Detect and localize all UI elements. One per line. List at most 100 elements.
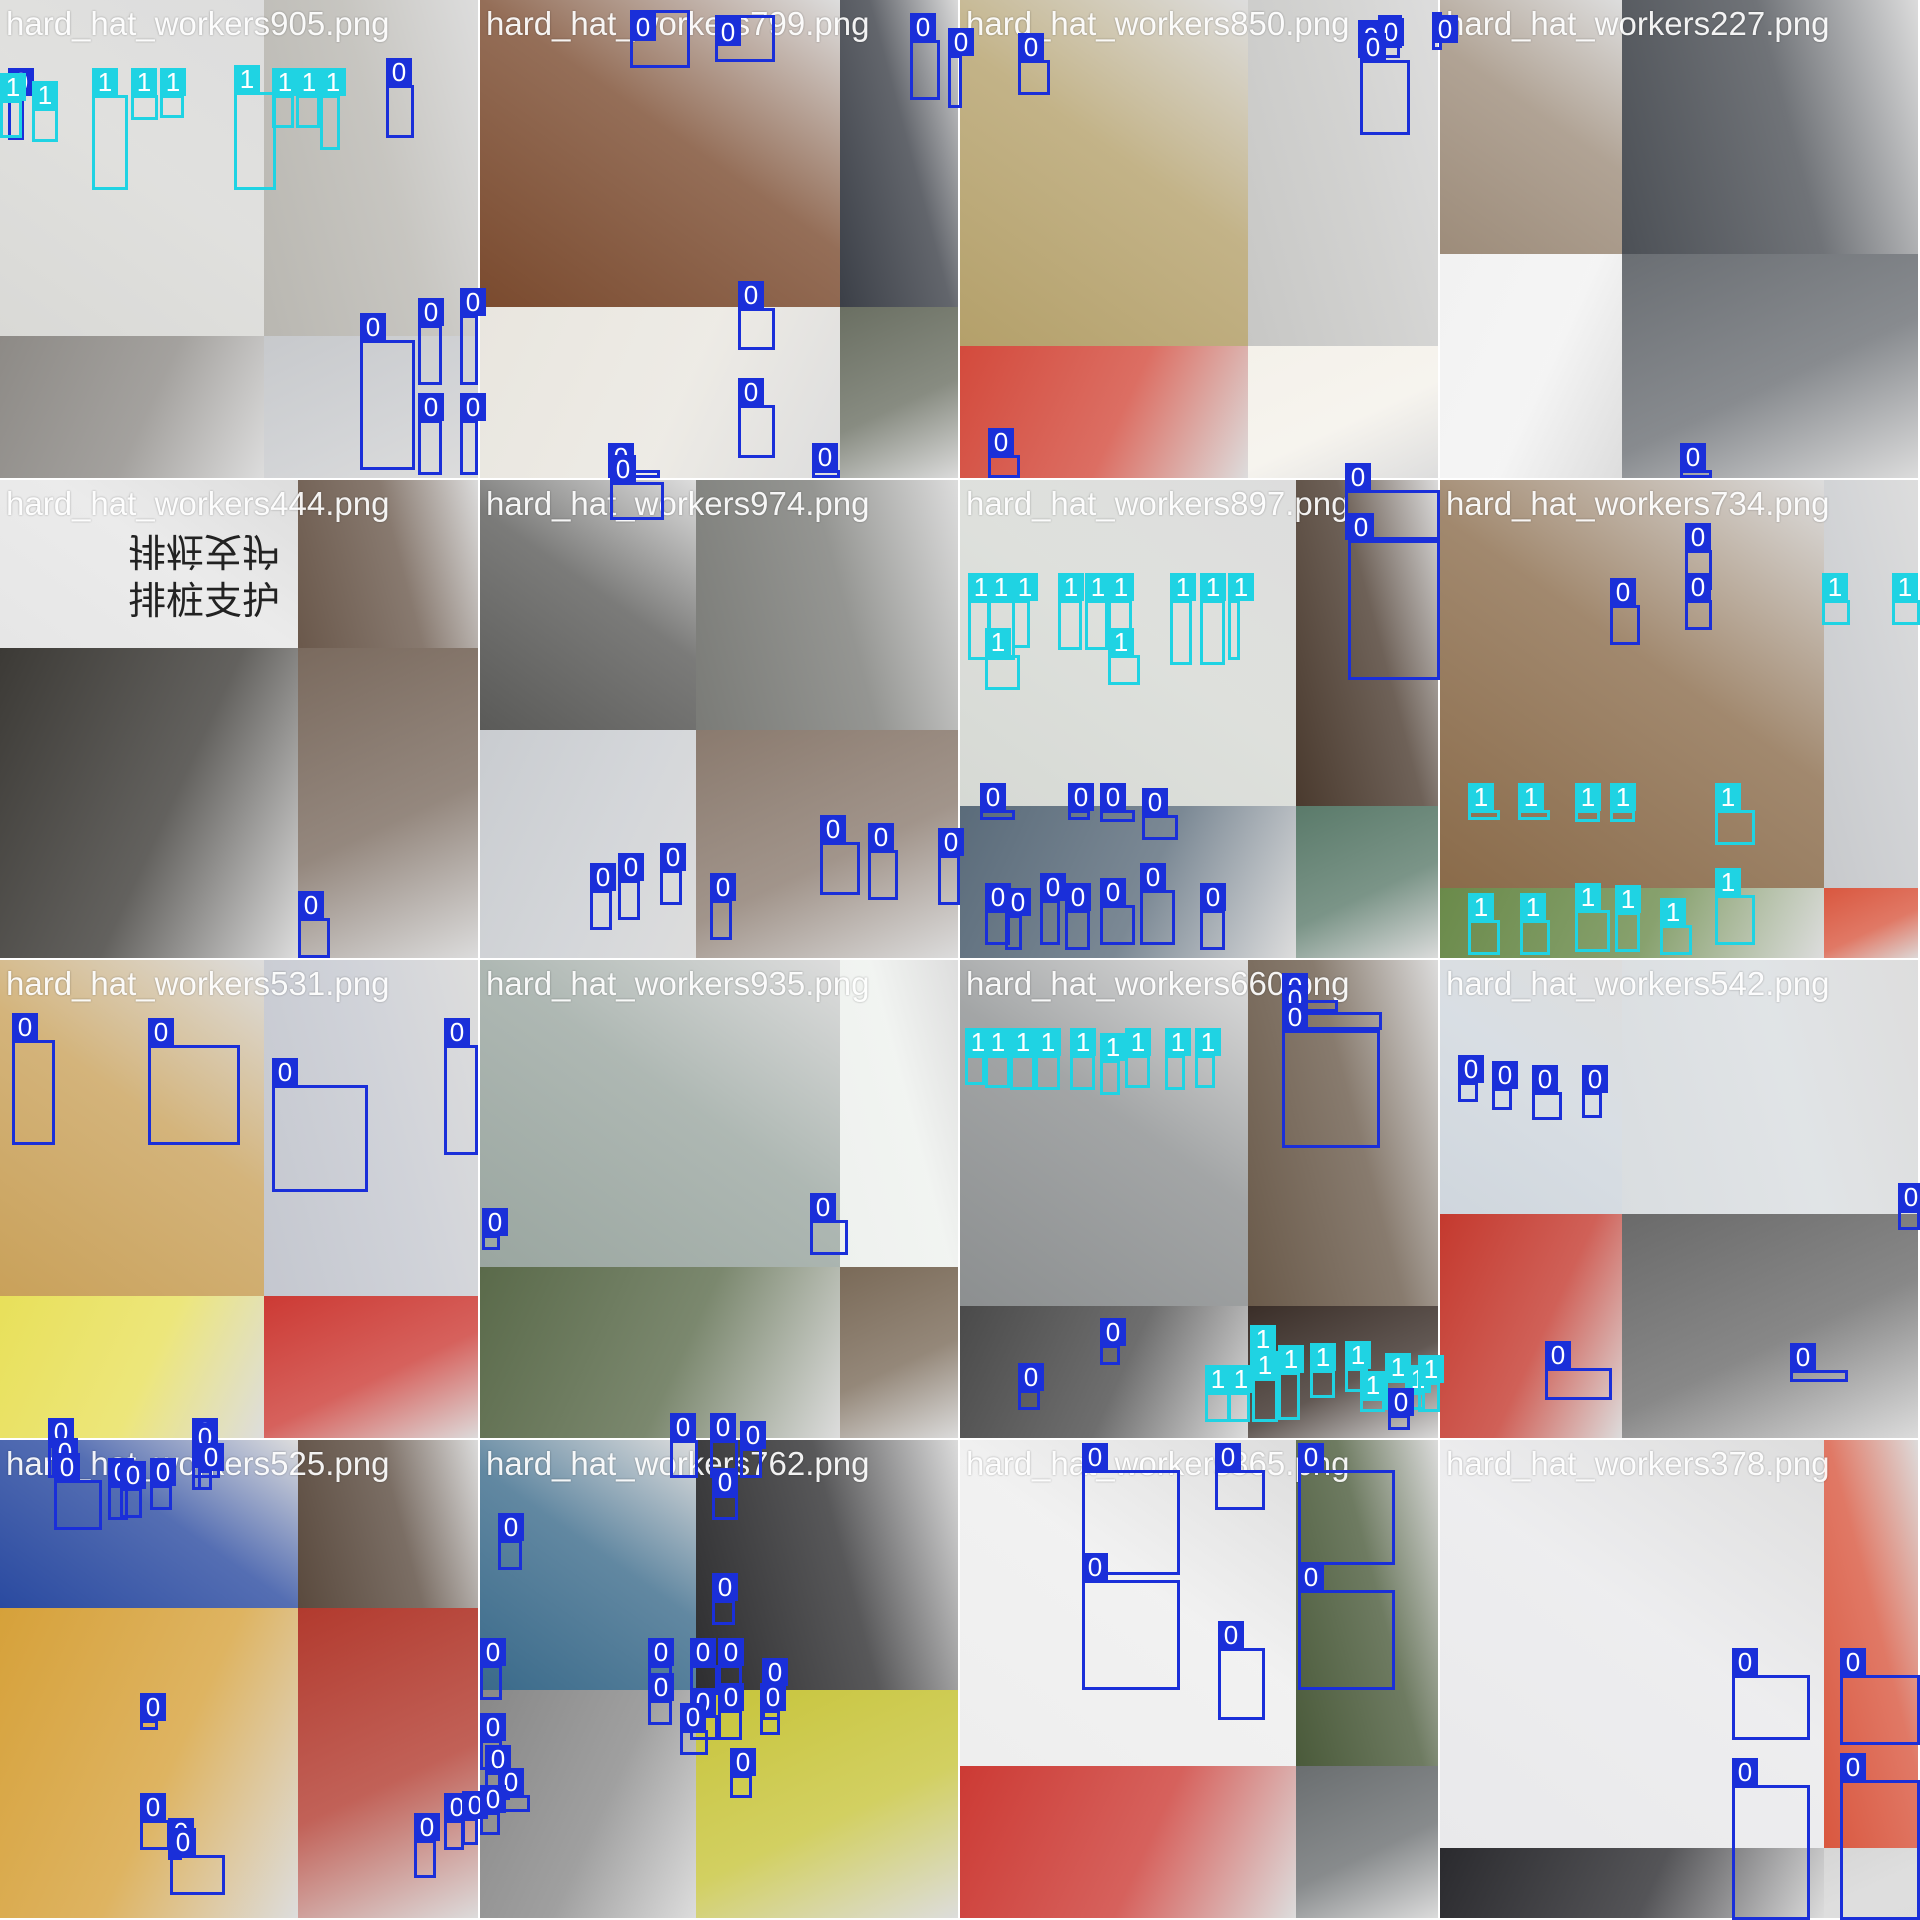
bbox-class-0: 0 [150, 1458, 176, 1510]
bbox-class-label: 0 [715, 18, 741, 46]
mosaic-tile: hard_hat_workers897.png [960, 480, 1440, 960]
bbox-class-0: 0 [272, 1058, 368, 1192]
bbox-class-label: 0 [418, 393, 444, 421]
bbox-class-label: 0 [1685, 523, 1711, 551]
bbox-class-label: 1 [1345, 1341, 1371, 1369]
bbox-class-label: 0 [690, 1638, 716, 1666]
bbox-class-label: 0 [148, 1018, 174, 1046]
bbox-class-1: 1 [1715, 783, 1755, 845]
photo-region [840, 307, 958, 478]
bbox-class-1: 1 [32, 81, 58, 142]
mosaic-tile: hard_hat_workers542.png [1440, 960, 1920, 1440]
bbox-class-1: 1 [1615, 885, 1641, 952]
bbox-class-label: 0 [444, 1018, 470, 1046]
bbox-class-0: 0 [1432, 12, 1458, 50]
bbox-class-1: 1 [1575, 783, 1601, 822]
bbox-class-1: 1 [1360, 1371, 1386, 1412]
photo-region [1296, 1766, 1438, 1918]
bbox-class-label: 1 [1310, 1343, 1336, 1371]
bbox-class-label: 0 [1215, 1443, 1241, 1471]
bbox-class-0: 0 [618, 853, 644, 920]
bbox-class-label: 1 [1468, 783, 1494, 811]
bbox-class-label: 0 [170, 1828, 196, 1856]
bbox-class-0: 0 [1732, 1648, 1810, 1740]
photo-region [1440, 0, 1623, 255]
bbox-class-label: 1 [1520, 893, 1546, 921]
bbox-class-0: 0 [1298, 1563, 1395, 1690]
bbox-class-label: 1 [1058, 573, 1084, 601]
photo-region [696, 480, 958, 730]
bbox-class-label: 1 [1165, 1028, 1191, 1056]
bbox-class-label: 1 [32, 81, 58, 109]
bbox-class-0: 0 [120, 1461, 146, 1518]
mosaic-tile: hard_hat_workers525.png [0, 1440, 480, 1920]
photo-region [0, 960, 264, 1296]
photo-region [1824, 888, 1918, 958]
photo-region [960, 960, 1248, 1306]
bbox-class-0: 0 [1532, 1065, 1562, 1120]
photo-region [1622, 960, 1918, 1215]
bbox-class-label: 1 [1252, 1351, 1278, 1379]
bbox-class-0: 0 [54, 1453, 102, 1530]
bbox-class-label: 1 [1228, 1365, 1254, 1393]
bbox-class-label: 1 [985, 1028, 1011, 1056]
mosaic-tile: hard_hat_workers660.png [960, 960, 1440, 1440]
bbox-class-label: 0 [1432, 15, 1458, 43]
bbox-class-0: 0 [1582, 1065, 1608, 1118]
bbox-class-0: 0 [480, 1638, 506, 1700]
photo-region [840, 960, 958, 1268]
bbox-class-0: 0 [482, 1208, 508, 1250]
photo-region [1622, 0, 1918, 255]
bbox-class-label: 1 [234, 65, 260, 93]
bbox-class-0: 0 [812, 443, 840, 478]
bbox-class-0: 0 [988, 428, 1020, 478]
bbox-class-label: 1 [985, 628, 1011, 656]
bbox-class-0: 0 [590, 863, 616, 930]
bbox-class-0: 0 [648, 1638, 674, 1690]
bbox-class-label: 1 [160, 68, 186, 96]
bbox-class-label: 1 [0, 73, 26, 101]
bbox-class-label: 1 [1100, 1033, 1126, 1061]
photo-region [0, 336, 264, 478]
bbox-class-0: 0 [938, 828, 964, 905]
photo-region [480, 307, 840, 478]
bbox-class-0: 0 [1680, 443, 1712, 478]
bbox-class-label: 0 [1282, 1003, 1308, 1031]
bbox-class-0: 0 [1040, 873, 1066, 945]
bbox-class-0: 0 [480, 1785, 506, 1835]
bbox-class-0: 0 [710, 873, 736, 940]
bbox-class-1: 1 [1228, 1365, 1254, 1422]
bbox-class-0: 0 [444, 1018, 478, 1155]
bbox-class-label: 0 [498, 1768, 524, 1796]
bbox-class-label: 0 [590, 863, 616, 891]
mosaic-tile: hard_hat_workers227.png [1440, 0, 1920, 480]
bbox-class-label: 0 [938, 828, 964, 856]
mosaic-tile: hard_hat_workers734.png [1440, 480, 1920, 960]
mosaic-tile: hard_hat_workers935.png [480, 960, 960, 1440]
bbox-class-0: 0 [610, 455, 664, 520]
bbox-class-label: 1 [1615, 885, 1641, 913]
bbox-class-label: 0 [1018, 1363, 1044, 1391]
photo-region [1248, 960, 1438, 1306]
bbox-class-label: 0 [1360, 33, 1386, 61]
bbox-class-1: 1 [1520, 893, 1550, 955]
bbox-class-1: 1 [1468, 783, 1500, 820]
bbox-class-label: 0 [648, 1638, 674, 1666]
bbox-class-label: 0 [1200, 883, 1226, 911]
bbox-class-0: 0 [148, 1018, 240, 1145]
bbox-class-1: 1 [1012, 573, 1038, 648]
bbox-class-label: 0 [120, 1461, 146, 1489]
bbox-class-0: 0 [498, 1513, 524, 1570]
bbox-class-label: 1 [1125, 1028, 1151, 1056]
bbox-class-label: 1 [1170, 573, 1196, 601]
bbox-class-label: 0 [738, 281, 764, 309]
bbox-class-0: 0 [1218, 1621, 1265, 1720]
bbox-class-label: 1 [320, 68, 346, 96]
bbox-class-label: 1 [1278, 1345, 1304, 1373]
bbox-class-1: 1 [1610, 783, 1636, 822]
bbox-class-label: 0 [1840, 1753, 1866, 1781]
bbox-class-label: 0 [360, 313, 386, 341]
bbox-class-0: 0 [738, 378, 775, 458]
bbox-class-1: 1 [1468, 893, 1500, 955]
bbox-class-label: 0 [738, 378, 764, 406]
